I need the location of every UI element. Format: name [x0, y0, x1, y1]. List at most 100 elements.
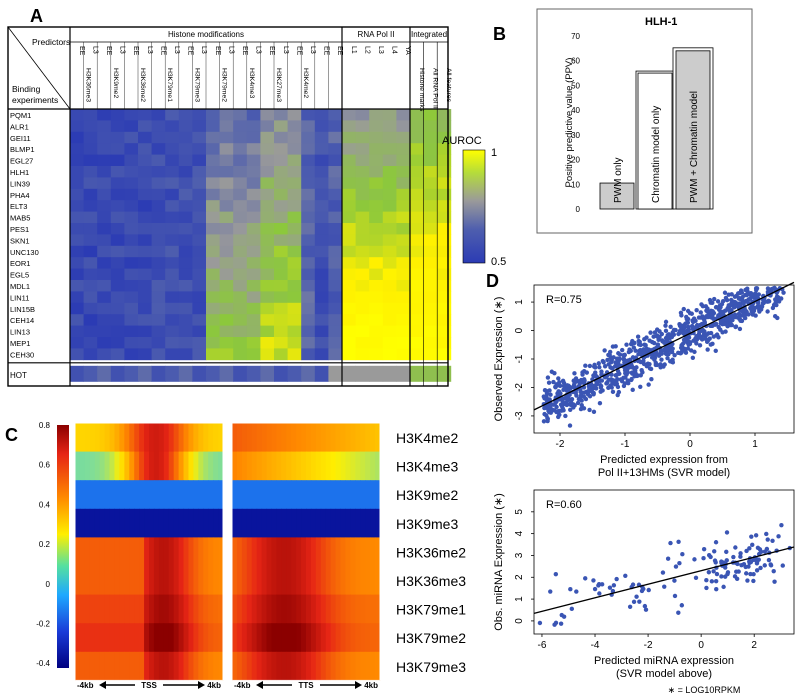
profile-cell: [114, 566, 120, 596]
scatter-point: [648, 330, 653, 335]
heatmap-cell: [192, 177, 207, 190]
heatmap-cell: [369, 245, 384, 258]
heatmap-cell: [246, 143, 261, 155]
scatter-point: [741, 301, 746, 306]
heatmap-cell: [369, 314, 384, 326]
scatter-point: [695, 322, 700, 328]
heatmap-cell: [423, 200, 438, 212]
profile-cell: [286, 508, 292, 538]
scatter-point: [698, 310, 703, 315]
heatmap-cell: [192, 291, 207, 304]
profile-cell: [271, 566, 277, 596]
profile-cell: [350, 651, 356, 681]
scatter-point: [687, 341, 693, 347]
profile-cell: [114, 594, 120, 624]
heatmap-cell: [165, 166, 180, 178]
x-tick-label: -4: [591, 640, 600, 651]
scatter-point: [631, 345, 637, 350]
heatmap-cell: [178, 337, 193, 349]
heatmap-cell: [206, 120, 220, 133]
profile-cell: [178, 594, 185, 624]
profile-cell: [79, 566, 86, 596]
heatmap-cell: [70, 131, 84, 144]
heatmap-cell: [165, 234, 180, 247]
scatter-point: [714, 586, 719, 592]
heatmap-cell: [382, 120, 397, 133]
heatmap-cell: [83, 143, 98, 155]
profile-cell: [124, 566, 130, 596]
heatmap-cell: [369, 268, 384, 281]
profile-cell: [119, 537, 125, 567]
heatmap-cell: [70, 234, 84, 247]
scatter-point: [610, 366, 615, 371]
heatmap-cell: [151, 131, 166, 144]
heatmap-cell: [151, 109, 166, 121]
heatmap-cell: [410, 131, 424, 144]
scatter-point: [713, 578, 719, 584]
heatmap-cell: [165, 211, 180, 224]
scatter-point: [694, 341, 699, 346]
heatmap-cell: [151, 234, 166, 247]
heatmap-cell: [151, 257, 166, 269]
profile-cell: [246, 451, 253, 481]
profile-cell: [188, 508, 194, 538]
arrow-head: [256, 681, 263, 689]
heatmap-cell: [274, 177, 288, 190]
heatmap-cell: [437, 109, 452, 121]
profile-cell: [355, 423, 361, 453]
scatter-point: [668, 324, 673, 329]
scatter-point: [705, 347, 710, 352]
scatter-point: [722, 290, 728, 295]
profile-cell: [198, 508, 204, 538]
scatter-point: [571, 402, 576, 407]
profile-cell: [256, 508, 263, 538]
heatmap-cell: [342, 245, 356, 258]
heatmap-cell: [287, 188, 302, 201]
profile-cell: [276, 508, 282, 538]
heatmap-cell: [233, 188, 248, 201]
profile-cell: [296, 566, 302, 596]
profile-cell: [301, 508, 307, 538]
heatmap-cell: [206, 234, 220, 247]
profile-cell: [236, 423, 243, 453]
heatmap-cell: [437, 177, 452, 190]
arrow-head: [355, 681, 362, 689]
heatmap-cell: [314, 268, 329, 281]
profile-cell: [325, 651, 332, 681]
heatmap-cell: [124, 200, 139, 212]
heatmap-cell: [124, 337, 139, 349]
scatter-point: [658, 365, 663, 370]
profile-cell: [365, 508, 371, 538]
scatter-point: [740, 312, 746, 318]
scatter-point: [630, 387, 635, 393]
scatter-point: [747, 559, 752, 564]
heatmap-cell: [97, 280, 112, 292]
profile-cell: [315, 480, 322, 510]
heatmap-cell: [178, 166, 193, 178]
heatmap-cell: [246, 131, 261, 144]
heatmap-cell: [206, 268, 220, 281]
heatmap-cell: [165, 200, 180, 212]
stage-label: YA: [404, 46, 411, 55]
histone-row-label: H3K4me3: [396, 459, 458, 475]
profile-cell: [340, 451, 346, 481]
heatmap-cell: [138, 109, 152, 121]
scatter-point: [644, 346, 649, 351]
profile-cell: [153, 537, 160, 567]
heatmap-cell: [70, 314, 84, 326]
heatmap-cell: [124, 325, 139, 338]
profile-cell: [163, 594, 170, 624]
profile-cell: [370, 651, 376, 681]
scatter-point: [729, 307, 734, 313]
heatmap-cell: [274, 280, 288, 292]
heatmap-cell: [396, 348, 411, 361]
heatmap-cell: [206, 143, 220, 155]
profile-cell: [266, 623, 272, 653]
scatter-point: [555, 409, 560, 414]
profile-cell: [246, 623, 253, 653]
profile-cell: [193, 623, 199, 653]
scatter-point: [739, 290, 745, 295]
heatmap-cell: [287, 291, 302, 304]
heatmap-cell: [328, 223, 343, 235]
heatmap-cell: [369, 337, 384, 349]
